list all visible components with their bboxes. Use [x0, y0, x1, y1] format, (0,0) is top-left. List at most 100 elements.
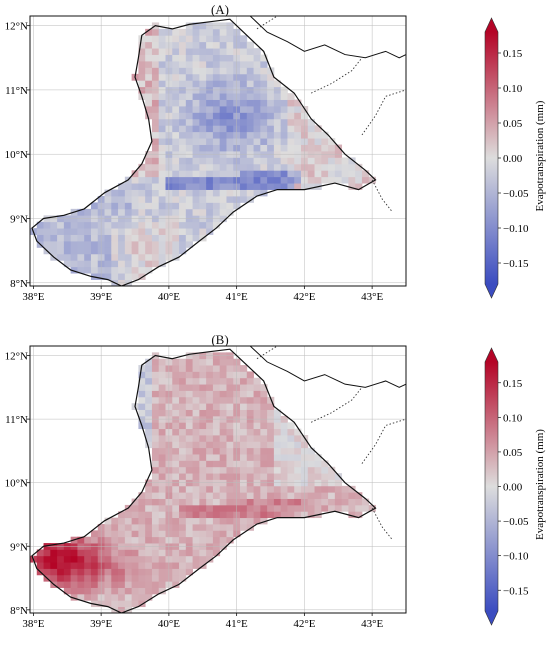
grid-cell [185, 358, 193, 366]
grid-cell [36, 234, 44, 242]
grid-cell [151, 504, 160, 512]
grid-cell [199, 371, 207, 379]
grid-cell [90, 568, 99, 576]
grid-cell [151, 568, 160, 576]
colorbar-tick-label: 0.10 [503, 412, 523, 424]
grid-cell [226, 409, 234, 417]
grid-cell [158, 41, 166, 49]
grid-cell [219, 93, 227, 100]
grid-cell [77, 266, 85, 274]
grid-cell [267, 67, 275, 75]
grid-cell [287, 447, 295, 455]
grid-cell [240, 365, 248, 372]
grid-cell [206, 517, 214, 525]
grid-cell [226, 157, 234, 165]
grid-cell [172, 435, 180, 442]
grid-cell [90, 260, 99, 268]
grid-cell [206, 196, 214, 203]
grid-cell [226, 422, 234, 430]
grid-cell [172, 99, 180, 107]
grid-cell [267, 466, 275, 474]
grid-cell [253, 390, 261, 398]
grid-cell [328, 144, 336, 152]
grid-cell [77, 221, 85, 229]
grid-cell [185, 384, 193, 391]
grid-cell [124, 600, 133, 608]
panel-a: (A) 38°E 39°E 40°E 41°E 42°E 43°E 12°N 11°N 10°N… [0, 0, 550, 320]
grid-cell [111, 253, 119, 261]
grid-cell [90, 587, 99, 595]
grid-cell [212, 498, 221, 506]
grid-cell [111, 234, 119, 242]
grid-cell [199, 447, 207, 455]
grid-cell [212, 189, 221, 197]
grid-cell [219, 371, 227, 379]
grid-cell [185, 183, 193, 190]
grid-cell [104, 266, 112, 274]
grid-cell [273, 485, 282, 493]
grid-cell [212, 163, 221, 171]
grid-cell [240, 163, 248, 171]
grid-cell [185, 228, 193, 235]
grid-cell [219, 48, 227, 55]
grid-cell [307, 498, 315, 506]
grid-cell [212, 131, 221, 139]
grid-cell [199, 517, 207, 525]
grid-cell [240, 80, 248, 88]
grid-cell [77, 587, 85, 595]
grid-cell [138, 183, 146, 190]
grid-cell [77, 253, 85, 261]
grid-cell [138, 189, 146, 197]
grid-cell [206, 454, 214, 461]
grid-cell [124, 266, 133, 274]
grid-cell [131, 600, 139, 608]
grid-cell [253, 377, 261, 385]
grid-cell [90, 530, 99, 538]
grid-cell [172, 384, 180, 391]
x-tick-label: 41°E [226, 618, 248, 630]
grid-cell [131, 562, 139, 569]
grid-cell [260, 460, 268, 468]
grid-cell [104, 189, 112, 197]
grid-cell [185, 498, 193, 506]
grid-cell [206, 549, 214, 557]
grid-cell [104, 228, 112, 235]
grid-cell [246, 118, 254, 126]
grid-cell [226, 54, 234, 62]
grid-cell [172, 441, 180, 449]
grid-cell [212, 524, 221, 531]
grid-cell [172, 234, 180, 242]
x-tick-label: 38°E [22, 618, 44, 630]
grid-cell [280, 435, 288, 442]
grid-cell [226, 498, 234, 506]
grid-cell [212, 93, 221, 100]
grid-cell [145, 28, 153, 36]
grid-cell [185, 144, 193, 152]
grid-cell [199, 530, 207, 538]
grid-cell [246, 466, 254, 474]
grid-cell [118, 574, 126, 582]
grid-cell [172, 41, 180, 49]
grid-cell [294, 131, 302, 139]
grid-cell [111, 536, 119, 544]
grid-cell [260, 67, 268, 75]
grid-cell [158, 93, 166, 100]
grid-cell [246, 196, 254, 203]
grid-cell [321, 460, 329, 468]
grid-cell [348, 170, 356, 178]
grid-cell [158, 409, 166, 417]
region-boundary [31, 18, 377, 286]
grid-cell [212, 390, 221, 398]
grid-cell [151, 221, 160, 229]
grid-cell [287, 504, 295, 512]
grid-cell [253, 61, 261, 68]
colorbar-tick-label: 0.00 [503, 482, 523, 494]
grid-cell [226, 80, 234, 88]
grid-cell [151, 241, 160, 248]
grid-cell [151, 403, 160, 410]
grid-cell [246, 390, 254, 398]
grid-cell [84, 574, 92, 582]
grid-cell [179, 54, 187, 62]
grid-cell [246, 163, 254, 171]
grid-cell [212, 61, 221, 68]
